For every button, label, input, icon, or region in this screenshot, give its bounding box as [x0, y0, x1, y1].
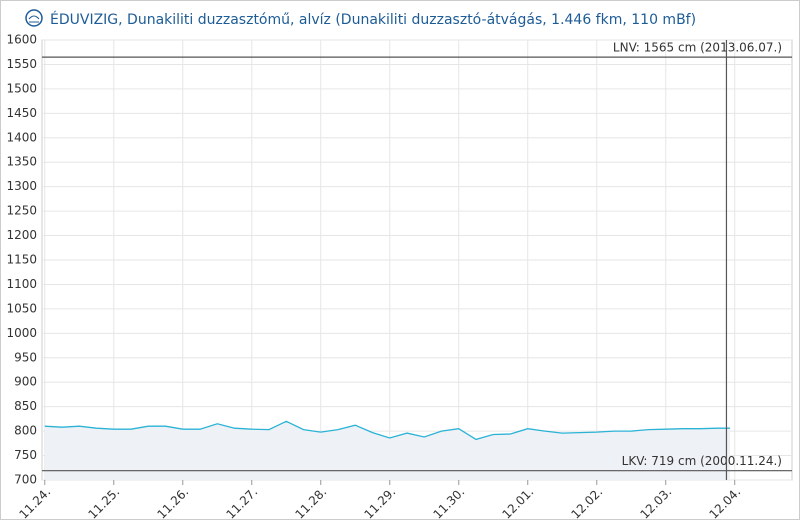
chart-title: ÉDUVIZIG, Dunakiliti duzzasztómű, alvíz …: [50, 11, 696, 28]
y-tick-label: 800: [14, 424, 37, 438]
y-tick-label: 750: [14, 448, 37, 462]
y-tick-label: 1050: [6, 301, 37, 315]
y-tick-label: 1550: [6, 57, 37, 71]
y-tick-label: 1200: [6, 228, 37, 242]
y-tick-label: 1150: [6, 253, 37, 267]
y-tick-label: 1250: [6, 204, 37, 218]
area: [44, 421, 730, 480]
y-tick-label: 1300: [6, 179, 37, 193]
y-tick-label: 1000: [6, 326, 37, 340]
y-tick-label: 950: [14, 350, 37, 364]
logo: [25, 9, 43, 27]
reference-label: LNV: 1565 cm (2013.06.07.): [613, 41, 782, 55]
y-tick-label: 1100: [6, 277, 37, 291]
y-tick-label: 1400: [6, 130, 37, 144]
y-tick-label: 1450: [6, 106, 37, 120]
reference-label: LKV: 719 cm (2000.11.24.): [622, 454, 782, 468]
y-tick-label: 850: [14, 399, 37, 413]
y-tick-label: 1500: [6, 81, 37, 95]
y-tick-label: 1350: [6, 155, 37, 169]
y-tick-label: 700: [14, 473, 37, 487]
y-tick-label: 1600: [6, 33, 37, 47]
logo-mark: [28, 15, 40, 23]
y-tick-label: 900: [14, 375, 37, 389]
line: [44, 420, 730, 441]
